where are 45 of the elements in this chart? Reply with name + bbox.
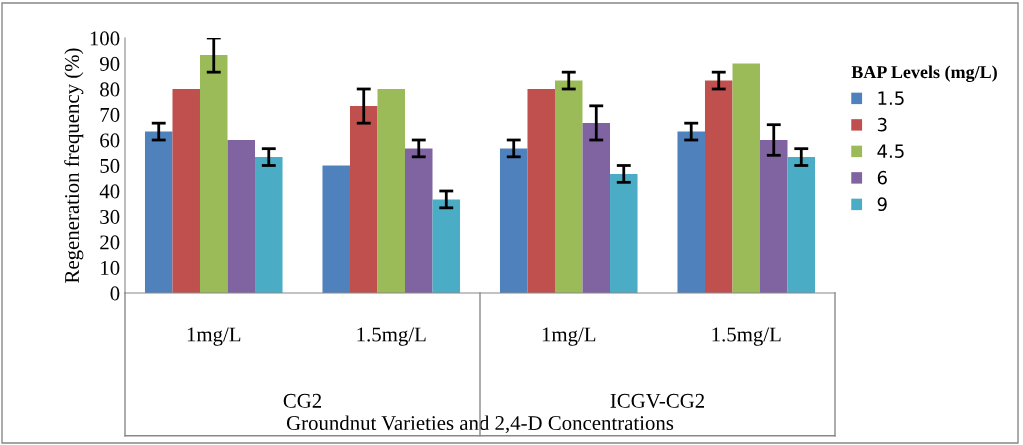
legend-label: 3 xyxy=(877,117,887,132)
legend-label: 4.5 xyxy=(877,144,904,159)
y-tick-label: 20 xyxy=(100,235,120,250)
bar xyxy=(199,55,228,293)
bar xyxy=(787,157,816,293)
x-axis-title: Groundnut Varieties and 2,4-D Concentrations xyxy=(286,415,674,434)
bar xyxy=(349,106,378,293)
legend-label: 1.5 xyxy=(878,91,904,106)
legend-title: BAP Levels (mg/L) xyxy=(851,65,997,82)
text: CG2 xyxy=(283,393,322,408)
bar xyxy=(432,199,461,293)
x-tick-label: 1mg/L xyxy=(187,327,241,346)
bar xyxy=(499,148,528,293)
bar xyxy=(144,131,173,293)
x-tick-label: 1.5mg/L xyxy=(712,327,781,346)
bar xyxy=(704,80,733,293)
y-tick-label: 50 xyxy=(100,158,120,173)
y-tick-label: 40 xyxy=(99,184,120,199)
y-tick-label: 60 xyxy=(100,133,120,148)
bar xyxy=(732,63,761,293)
y-tick-label: 0 xyxy=(110,286,120,301)
y-tick-label: 80 xyxy=(100,82,120,97)
y-tick-label: 90 xyxy=(99,56,120,71)
y-tick-label: 70 xyxy=(100,107,120,122)
bar xyxy=(377,89,406,293)
legend-label: 9 xyxy=(877,197,887,212)
bar xyxy=(172,89,200,293)
bar xyxy=(322,165,350,293)
bar xyxy=(554,80,583,293)
bar xyxy=(677,131,705,293)
bar xyxy=(255,157,283,293)
y-axis-title: Regeneration frequency (%) xyxy=(64,48,84,283)
bar xyxy=(405,148,433,293)
bar xyxy=(582,122,611,293)
y-tick-label: 100 xyxy=(90,31,120,46)
y-tick-label: 10 xyxy=(101,260,120,275)
bar xyxy=(227,140,256,293)
x-tick-label: 1mg/L xyxy=(542,327,596,346)
bar xyxy=(527,89,555,293)
x-tick-label: 1.5mg/L xyxy=(357,327,426,346)
bar xyxy=(760,140,788,293)
legend-label: 6 xyxy=(877,170,887,185)
y-tick-label: 30 xyxy=(100,209,120,224)
text: ICGV-CG2 xyxy=(610,393,705,408)
bar xyxy=(610,173,638,293)
